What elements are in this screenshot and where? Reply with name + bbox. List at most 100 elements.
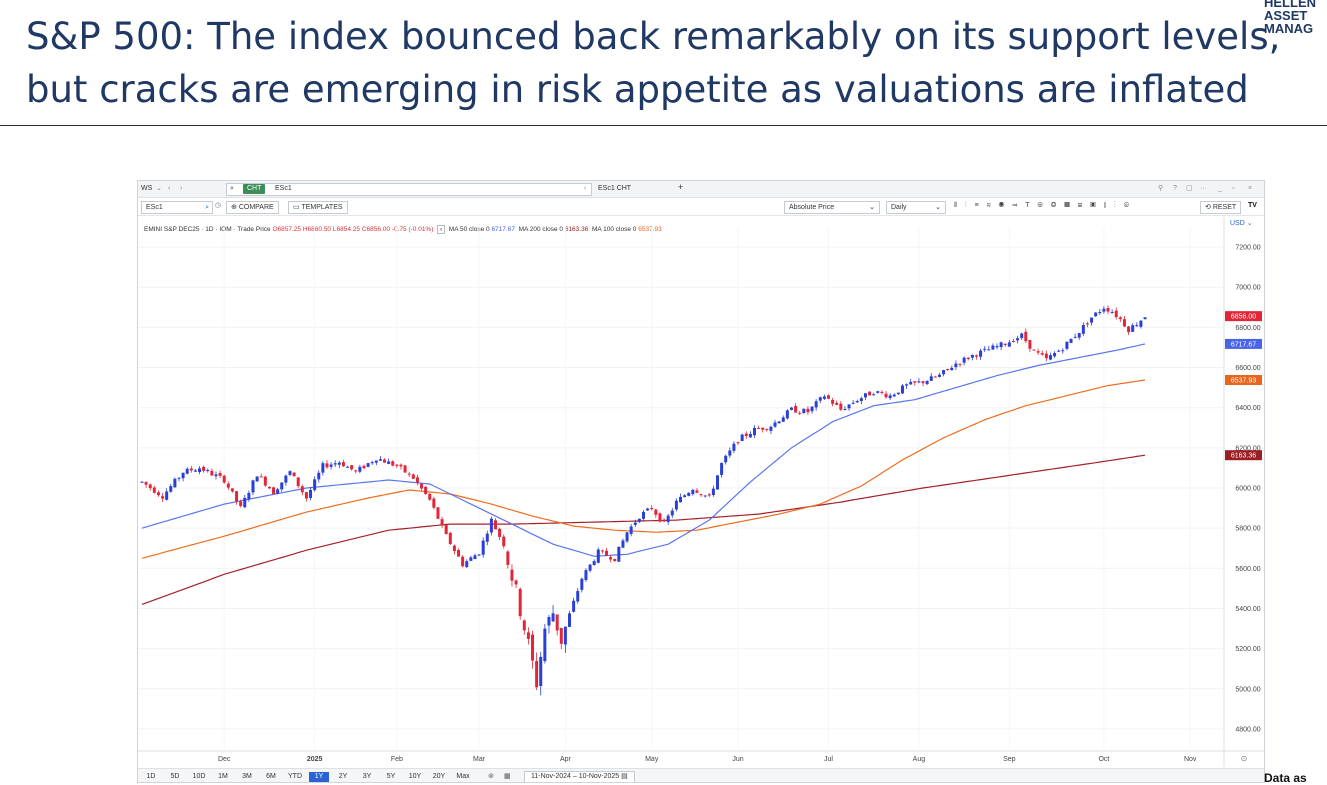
- help-icon[interactable]: ?: [1173, 185, 1177, 192]
- candle-body-up: [970, 354, 974, 358]
- range-button-1y[interactable]: 1Y: [309, 772, 329, 782]
- candle-body-up: [551, 613, 555, 622]
- candle-body-down: [1106, 308, 1110, 312]
- candle-body-down: [296, 477, 300, 487]
- candle-body-up: [247, 492, 251, 500]
- price-chart[interactable]: 7200.00 7000.00 6800.00 6600.00 6400.00 6200.…: [138, 217, 1264, 767]
- close-icon[interactable]: ×: [1248, 185, 1253, 192]
- symbol-input[interactable]: ESc1 ⌕: [141, 201, 213, 214]
- clock-icon[interactable]: ◷: [215, 202, 222, 209]
- range-button-1d[interactable]: 1D: [146, 773, 156, 780]
- candle-body-up: [633, 522, 637, 525]
- y-tick-label: 6200.00: [1235, 445, 1260, 452]
- candle-body-up: [580, 578, 584, 590]
- range-button-max[interactable]: Max: [456, 773, 470, 780]
- candle-body-up: [950, 367, 954, 371]
- candle-body-up: [473, 555, 477, 560]
- candle-body-up: [1098, 311, 1102, 313]
- chevron-down-icon: ⌄: [935, 204, 941, 211]
- legend-collapse-icon[interactable]: ‹: [437, 225, 446, 234]
- candle-body-down: [506, 551, 510, 565]
- candle-body-down: [1085, 323, 1089, 325]
- range-button-6m[interactable]: 6M: [266, 773, 276, 780]
- candle-body-down: [1024, 331, 1028, 342]
- legend-ma50-label: MA 50 close 0: [448, 226, 490, 233]
- x-tick-label: Aug: [913, 756, 926, 763]
- candle-body-up: [687, 492, 691, 496]
- candle-body-down: [1003, 343, 1007, 346]
- x-tick-label: Nov: [1184, 756, 1197, 763]
- candle-body-up: [489, 518, 493, 533]
- candle-body-down: [654, 509, 658, 515]
- layout-icon[interactable]: ▢: [1186, 185, 1193, 192]
- range-button-3y[interactable]: 3Y: [362, 773, 372, 780]
- add-tab-button[interactable]: +: [678, 182, 684, 192]
- candle-body-down: [1114, 310, 1118, 318]
- range-button-ytd[interactable]: YTD: [288, 773, 302, 780]
- candle-body-down: [535, 660, 539, 688]
- minimize-icon[interactable]: _: [1218, 185, 1222, 192]
- range-button-20y[interactable]: 20Y: [432, 773, 446, 780]
- calendar-icon[interactable]: ▦: [504, 773, 511, 780]
- candle-body-up: [979, 350, 983, 357]
- workspace-label[interactable]: WS: [141, 185, 153, 192]
- candle-body-down: [461, 556, 465, 567]
- y-tick-label: 5800.00: [1235, 526, 1260, 533]
- forward-icon[interactable]: ›: [180, 185, 183, 192]
- y-tick-label: 7200.00: [1235, 245, 1260, 252]
- candle-body-up: [576, 591, 580, 602]
- chevron-down-icon[interactable]: ⌄: [156, 185, 162, 192]
- candle-body-down: [210, 470, 214, 476]
- candle-body-up: [625, 532, 629, 542]
- link-icon[interactable]: ⚲: [1158, 185, 1164, 192]
- candle-body-down: [152, 487, 156, 493]
- candle-body-up: [329, 464, 333, 467]
- candle-body-up: [1131, 325, 1135, 332]
- candle-body-down: [609, 557, 613, 560]
- candle-body-up: [942, 370, 946, 375]
- tab-symbol-input[interactable]: ⌕ CHT ESc1: [226, 183, 592, 196]
- candle-body-up: [378, 459, 382, 461]
- candle-body-up: [198, 468, 202, 473]
- interval-select[interactable]: Daily ⌄: [886, 201, 946, 214]
- range-button-5d[interactable]: 5D: [170, 773, 180, 780]
- candle-body-up: [917, 381, 921, 383]
- range-button-3m[interactable]: 3M: [242, 773, 252, 780]
- range-button-10d[interactable]: 10D: [192, 773, 206, 780]
- more-icon[interactable]: ···: [1200, 185, 1207, 192]
- candle-body-up: [280, 482, 284, 490]
- candle-body-up: [1081, 324, 1085, 334]
- templates-button[interactable]: ▭ TEMPLATES: [288, 201, 348, 214]
- x-tick-label: Apr: [560, 756, 572, 763]
- candle-body-up: [284, 475, 288, 483]
- range-button-5y[interactable]: 5Y: [386, 773, 396, 780]
- compare-button[interactable]: ⊕ COMPARE: [226, 201, 279, 214]
- range-button-1m[interactable]: 1M: [218, 773, 228, 780]
- candle-body-down: [436, 507, 440, 519]
- tab-close-icon[interactable]: ‹: [584, 185, 587, 192]
- candle-body-down: [650, 507, 654, 510]
- compare-dates-icon[interactable]: ⊚: [488, 773, 494, 780]
- slide-title-line-1: S&P 500: The index bounced back remarkab…: [26, 15, 1281, 58]
- candle-body-down: [518, 588, 522, 617]
- tab-second[interactable]: ESc1 CHT: [598, 185, 632, 192]
- range-button-10y[interactable]: 10Y: [408, 773, 422, 780]
- restore-icon[interactable]: ▫: [1232, 185, 1235, 192]
- compare-label: COMPARE: [238, 204, 274, 211]
- y-tick-label: 5600.00: [1235, 566, 1260, 573]
- candle-body-up: [481, 540, 485, 555]
- drawing-tools-icons[interactable]: ⫴ ⫶ ≡ ≋ ◉ ⫤ T ⊕ ◎ ▦ ⊞ ▣ ⫾ ⋮ ⊚: [954, 202, 1133, 209]
- candle-body-up: [810, 406, 814, 412]
- candle-body-down: [510, 569, 514, 581]
- range-button-2y[interactable]: 2Y: [338, 773, 348, 780]
- date-range-picker[interactable]: 11-Nov-2024 – 10-Nov-2025 ▤: [524, 771, 635, 782]
- candle-body-down: [514, 580, 518, 585]
- candle-body-down: [395, 464, 399, 466]
- candle-body-up: [900, 385, 904, 394]
- price-mode-select[interactable]: Absolute Price ⌄: [784, 201, 880, 214]
- legend-close: C6856.00: [361, 226, 391, 233]
- back-icon[interactable]: ‹: [168, 185, 171, 192]
- reset-button[interactable]: ⟲ RESET: [1200, 201, 1242, 214]
- candle-body-up: [621, 540, 625, 548]
- candle-body-down: [958, 363, 962, 365]
